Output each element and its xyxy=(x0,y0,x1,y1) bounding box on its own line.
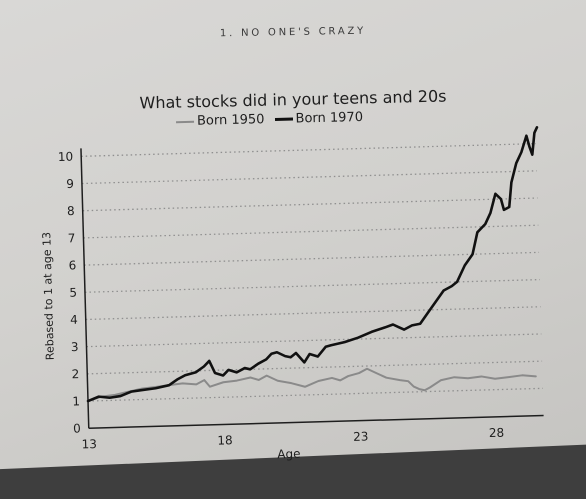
y-tick-label-1: 1 xyxy=(72,394,80,408)
y-tick-label-9: 9 xyxy=(66,177,74,191)
x-axis-line xyxy=(88,414,544,429)
gridline-y-6 xyxy=(84,251,540,266)
gridline-y-7 xyxy=(83,224,539,239)
series-line-born-1950 xyxy=(87,367,537,403)
y-axis-line xyxy=(80,148,90,429)
gridline-y-9 xyxy=(81,170,537,185)
y-tick-label-7: 7 xyxy=(68,231,76,245)
x-tick-label-28: 28 xyxy=(489,426,505,440)
y-axis-label: Rebased to 1 at age 13 xyxy=(40,232,57,361)
y-tick-label-4: 4 xyxy=(70,313,78,327)
gridline-y-8 xyxy=(82,197,538,212)
x-tick-label-23: 23 xyxy=(353,429,369,443)
gridline-y-3 xyxy=(86,333,542,348)
y-tick-label-3: 3 xyxy=(71,340,79,354)
y-tick-label-5: 5 xyxy=(69,286,77,300)
y-tick-label-8: 8 xyxy=(67,204,75,218)
series-lines xyxy=(86,125,539,403)
gridline-y-10 xyxy=(81,142,537,157)
x-axis-label: Age xyxy=(277,447,301,462)
y-tick-labels: 0 1 2 3 4 5 6 7 8 9 10 xyxy=(58,150,81,436)
y-tick-label-0: 0 xyxy=(73,421,81,435)
y-tick-label-2: 2 xyxy=(71,367,79,381)
x-tick-label-18: 18 xyxy=(217,433,233,447)
gridline-y-1 xyxy=(87,387,543,402)
axes xyxy=(80,148,544,429)
gridline-y-4 xyxy=(85,306,541,321)
gridline-y-2 xyxy=(87,360,543,375)
x-tick-label-13: 13 xyxy=(81,437,97,451)
y-tick-label-10: 10 xyxy=(58,150,74,164)
gridlines xyxy=(81,142,543,402)
series-line-born-1970 xyxy=(86,125,539,403)
y-tick-label-6: 6 xyxy=(68,258,76,272)
x-tick-labels: 13 18 23 28 xyxy=(81,426,504,452)
gridline-y-5 xyxy=(84,278,540,293)
